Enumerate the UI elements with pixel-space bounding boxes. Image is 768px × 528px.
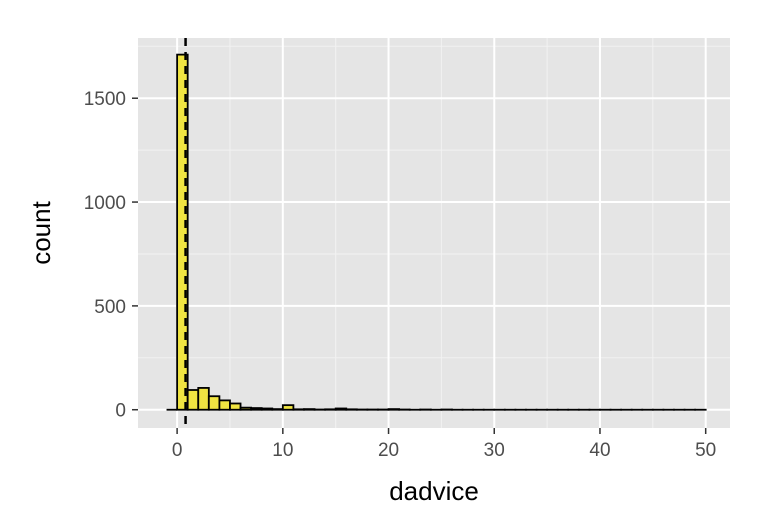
minor-gridlines <box>138 38 730 428</box>
major-gridlines <box>138 38 730 428</box>
histogram-bar <box>207 395 221 411</box>
histogram-bar <box>387 408 401 411</box>
histogram-bar <box>218 399 231 411</box>
y-tick-label: 0 <box>115 401 126 422</box>
y-tick-label: 1500 <box>84 89 126 110</box>
x-tick-label: 20 <box>378 440 399 461</box>
histogram-bar <box>239 406 253 411</box>
histogram-bar <box>303 408 316 411</box>
x-tick-label: 50 <box>695 440 716 461</box>
y-axis-ticks: 0 500 1000 1500 <box>84 89 138 422</box>
histogram-bar <box>176 53 189 411</box>
y-axis-title: count <box>26 200 56 264</box>
x-tick-label: 40 <box>589 440 610 461</box>
histogram-bar <box>197 387 210 411</box>
x-axis-ticks: 0 10 20 30 40 50 <box>172 428 716 461</box>
y-tick-label: 1000 <box>84 193 126 214</box>
histogram-bars <box>166 53 707 411</box>
x-tick-label: 10 <box>272 440 293 461</box>
histogram-bar <box>334 407 348 411</box>
histogram-bar <box>250 407 263 411</box>
histogram-bar <box>260 407 274 411</box>
histogram-bar <box>229 402 242 411</box>
x-tick-label: 30 <box>484 440 505 461</box>
plot-panel <box>138 38 730 428</box>
histogram-bar <box>271 408 284 411</box>
x-axis-title: dadvice <box>389 476 479 506</box>
histogram-bar <box>281 404 295 411</box>
x-tick-label: 0 <box>172 440 183 461</box>
histogram-bar <box>186 389 200 411</box>
y-tick-label: 500 <box>94 297 126 318</box>
